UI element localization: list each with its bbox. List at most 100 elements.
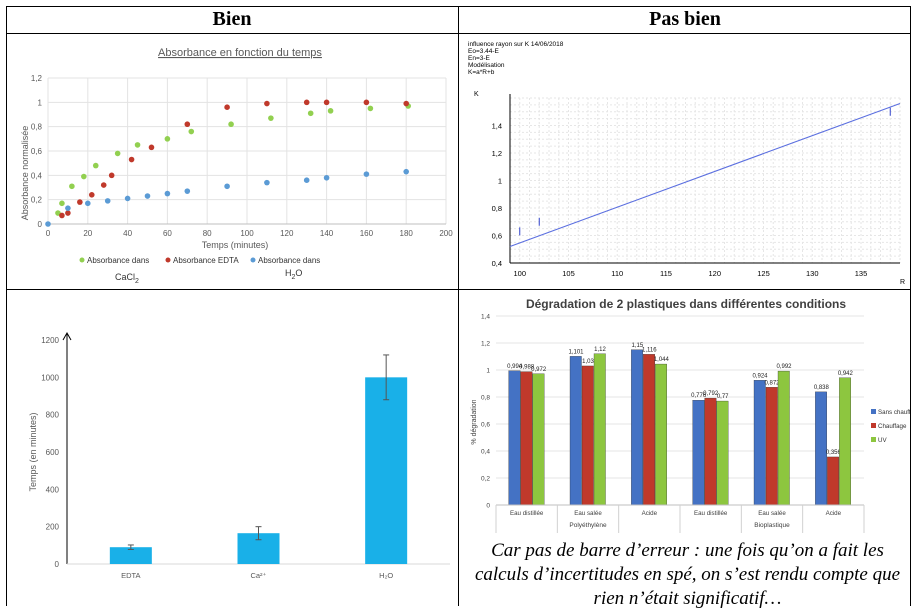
caption-text: Car pas de barre d’erreur : une fois qu’…	[474, 540, 901, 609]
data-point	[164, 190, 171, 197]
x-tick-label: Acide	[826, 510, 842, 517]
data-point	[323, 99, 330, 106]
data-label: 1,12	[594, 347, 606, 353]
data-point	[128, 156, 135, 163]
data-point	[303, 177, 310, 183]
data-point	[59, 212, 65, 219]
comparison-table: Bien Pas bien	[6, 6, 911, 606]
header-line: influence rayon sur K 14/06/2018	[468, 41, 564, 48]
data-point	[327, 108, 334, 114]
y-tick-label: 0,4	[481, 449, 490, 456]
y-tick-label: 1	[498, 177, 502, 186]
y-tick-label: 1,2	[492, 149, 502, 158]
table-border-center	[458, 6, 459, 606]
x-tick-label: 80	[203, 229, 212, 238]
y-tick-label: 1,4	[481, 314, 490, 321]
legend-marker	[79, 257, 85, 263]
bar	[593, 353, 606, 506]
data-point	[148, 144, 155, 151]
data-point	[92, 162, 99, 169]
data-label: 0,992	[776, 364, 792, 370]
x-tick-label: 60	[163, 229, 172, 238]
data-label: 0,994	[507, 364, 523, 370]
legend-marker	[165, 257, 171, 263]
table-border-left	[6, 6, 7, 606]
y-tick-label: 0	[486, 503, 490, 510]
y-tick-label: 0,8	[31, 123, 43, 132]
data-point	[100, 182, 107, 188]
bar	[827, 456, 839, 506]
y-axis-label: Absorbance normalisée	[20, 126, 30, 221]
legend-marker	[871, 437, 876, 442]
data-point	[303, 99, 310, 106]
data-point	[45, 221, 51, 227]
legend-sublabel-h2o: H2O	[285, 268, 302, 281]
data-point	[104, 198, 111, 204]
data-label: 1,03	[582, 359, 594, 365]
y-tick-label: 1,4	[492, 122, 502, 131]
bar	[753, 380, 766, 506]
bar	[692, 400, 705, 506]
x-tick-label: Eau distillée	[510, 510, 544, 517]
x-tick-label: 110	[611, 269, 623, 278]
x-tick-label: Eau salée	[758, 510, 786, 517]
bar	[109, 547, 152, 564]
data-point	[184, 188, 191, 194]
data-point	[264, 100, 270, 107]
data-point	[164, 136, 171, 142]
data-point	[59, 200, 65, 207]
y-tick-label: 0,8	[481, 395, 490, 402]
y-tick-label: 1,2	[31, 74, 43, 83]
bar	[765, 387, 778, 506]
x-tick-label: H₂O	[379, 571, 393, 580]
header-line: En=3-E	[468, 55, 491, 62]
y-tick-label: 0,4	[31, 171, 43, 180]
data-point	[224, 183, 230, 190]
data-point	[228, 121, 234, 128]
y-tick-label: 0	[55, 560, 60, 569]
x-tick-label: 200	[439, 229, 453, 238]
data-point	[77, 199, 83, 205]
header-line: Eo=3.44-E	[468, 48, 500, 55]
x-tick-label: EDTA	[121, 571, 140, 580]
bar	[716, 400, 729, 506]
y-tick-label: 1,2	[481, 341, 490, 348]
bar	[520, 371, 533, 506]
data-point	[224, 104, 230, 110]
data-point	[134, 142, 141, 148]
data-label: 0,924	[752, 373, 768, 379]
time-bar-chart: 0 200 400 600 800 1000 1200 EDTA Ca²⁺ H₂O Temps (…	[28, 331, 450, 580]
legend-label: Absorbance EDTA	[173, 256, 239, 265]
data-point	[81, 173, 87, 180]
data-point	[363, 171, 370, 177]
data-label: 1,15	[631, 343, 643, 349]
legend-label: Absorbance dans	[87, 256, 149, 265]
y-tick-label: 0,6	[492, 232, 502, 241]
y-tick-label: 0,2	[31, 196, 43, 205]
bar	[815, 391, 827, 506]
data-point	[124, 195, 131, 202]
x-tick-label: 120	[280, 229, 294, 238]
data-point	[108, 172, 115, 179]
header-good: Bien	[212, 8, 252, 30]
data-point	[144, 193, 151, 199]
header-line: K=a*R+b	[468, 69, 495, 76]
data-point	[184, 121, 191, 128]
chart-legend: Absorbance dans Absorbance EDTA Absorbance…	[79, 256, 320, 265]
y-axis-label: Temps (en minutes)	[28, 412, 38, 491]
legend-label: Sans chauffag	[878, 409, 910, 416]
legend-label: Chauffage	[878, 423, 907, 430]
x-tick-label: Ca²⁺	[250, 571, 266, 580]
x-axis-label: Temps (minutes)	[202, 240, 269, 250]
legend-marker	[871, 409, 876, 414]
data-point	[367, 105, 374, 112]
y-tick-label: 1	[38, 98, 43, 107]
data-label: 1,101	[568, 349, 584, 355]
absorbance-scatter-chart: Absorbance en fonction du temps 0 0,2 0,4 0…	[20, 47, 453, 285]
data-point	[65, 210, 71, 216]
data-point	[65, 205, 71, 211]
legend-marker	[250, 257, 256, 263]
x-tick-label: 160	[360, 229, 374, 238]
data-label: 0,988	[519, 365, 535, 371]
data-point	[363, 99, 370, 106]
